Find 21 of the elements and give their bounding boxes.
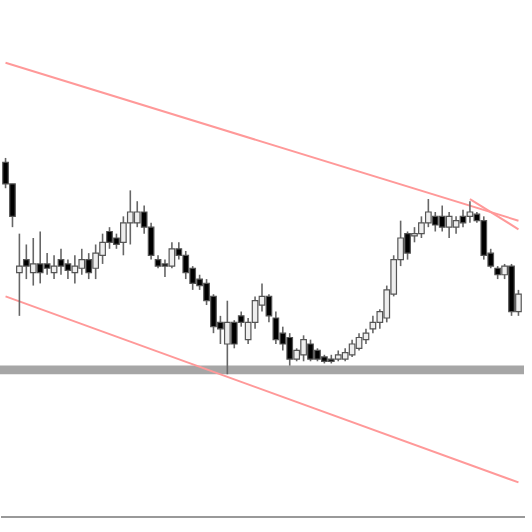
candlestick — [85, 252, 93, 280]
candlestick — [300, 334, 307, 363]
candlestick — [71, 254, 79, 285]
candlestick — [438, 204, 446, 233]
candlestick — [78, 247, 86, 276]
candlestick — [466, 200, 474, 224]
candlestick — [29, 237, 37, 287]
candlestick — [223, 299, 231, 376]
candlestick — [307, 338, 314, 363]
candlestick — [508, 263, 515, 317]
candlestick — [57, 247, 65, 276]
candlestick — [480, 215, 488, 261]
candlestick — [168, 241, 176, 270]
candlestick — [50, 254, 58, 280]
candlestick — [36, 230, 44, 285]
candlestick — [133, 200, 141, 228]
candlestick — [286, 332, 294, 367]
candlestick — [16, 232, 23, 317]
candlestick — [230, 319, 238, 350]
candlestick — [43, 252, 51, 276]
candlestick — [445, 211, 453, 239]
